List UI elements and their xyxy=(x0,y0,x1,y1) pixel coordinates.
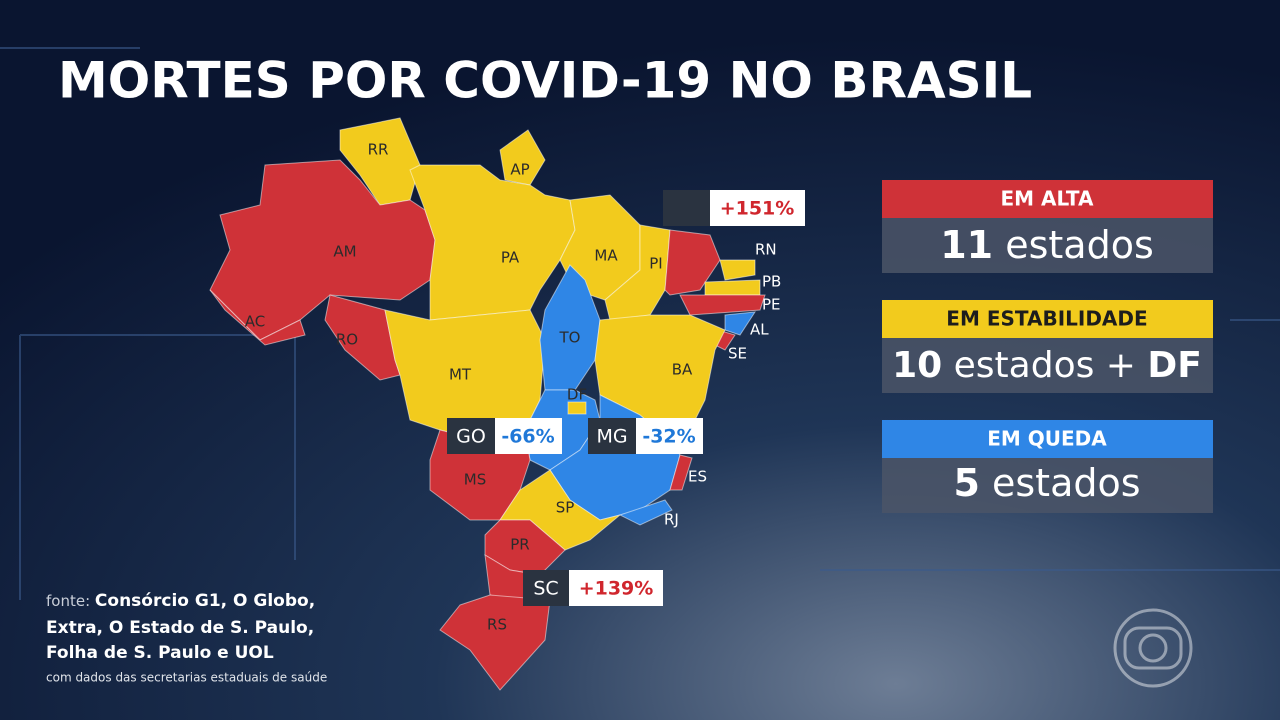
legend-value: 11 estados xyxy=(940,223,1154,267)
callout-state: SC xyxy=(533,578,558,600)
legend-header xyxy=(882,180,1213,218)
callout-box xyxy=(569,570,663,606)
map xyxy=(209,117,766,691)
source-line: Consórcio G1, O Globo, xyxy=(95,591,315,611)
callout-state: GO xyxy=(456,426,486,448)
source-line: Extra, O Estado de S. Paulo, xyxy=(46,618,314,638)
state-label: RJ xyxy=(664,511,679,529)
callout-value: +139% xyxy=(579,578,654,600)
source: fonte: Consórcio G1, O Globo, Extra, O E… xyxy=(46,591,327,685)
callout-box xyxy=(447,418,495,454)
state-label: MA xyxy=(594,247,618,265)
callout-box xyxy=(710,190,805,226)
state-label: TO xyxy=(559,329,581,347)
state-label: BA xyxy=(672,361,693,379)
callout-box xyxy=(495,418,562,454)
legend-title: EM ESTABILIDADE xyxy=(946,307,1147,331)
state-label: PE xyxy=(762,296,781,314)
state-shape xyxy=(439,594,551,691)
state-label: PA xyxy=(501,249,520,267)
state-shape xyxy=(724,311,756,336)
channel-logo xyxy=(1113,608,1193,688)
state-shape xyxy=(704,279,761,296)
source-line: Folha de S. Paulo e UOL xyxy=(46,643,274,663)
state-label: PB xyxy=(762,273,781,291)
legend-value: 5 estados xyxy=(953,461,1140,505)
legend-header xyxy=(882,420,1213,458)
state-labels: RR AP AM AC RO PA MT MA PI CE RN PB PE A… xyxy=(245,141,782,634)
legend-title: EM ALTA xyxy=(1000,187,1094,211)
callout-box xyxy=(636,418,703,454)
state-shape xyxy=(664,229,721,296)
state-label: ES xyxy=(688,468,707,486)
state-label: RO xyxy=(336,331,358,349)
legend-extra: DF xyxy=(1147,345,1201,386)
state-shape xyxy=(669,454,693,491)
state-shape xyxy=(499,129,546,186)
state-label: RS xyxy=(487,616,507,634)
legend-header xyxy=(882,300,1213,338)
legend-value: 10 estados + DF xyxy=(892,345,1202,386)
state-label: AP xyxy=(510,161,529,179)
state-label: AC xyxy=(245,313,265,331)
state-label: RR xyxy=(368,141,389,159)
callout-value: +151% xyxy=(720,198,795,220)
legend-body xyxy=(882,338,1213,393)
state-label: MS xyxy=(464,471,486,489)
legend-count: 5 xyxy=(953,461,979,505)
state-shape xyxy=(719,259,756,281)
state-shape xyxy=(618,499,673,526)
state-shape xyxy=(679,294,766,316)
state-label: SP xyxy=(556,499,575,517)
state-label: SE xyxy=(728,345,747,363)
callout-box xyxy=(663,190,710,226)
legend-unit: estados xyxy=(1005,223,1154,267)
state-label: MT xyxy=(449,366,472,384)
callout-value: -32% xyxy=(642,426,695,448)
legend-body xyxy=(882,458,1213,513)
callouts: +151% GO -66% MG -32% SC +139% xyxy=(447,190,805,606)
legend-unit: estados + xyxy=(954,345,1136,386)
legend-unit: estados xyxy=(992,461,1141,505)
title: MORTES POR COVID-19 NO BRASIL xyxy=(58,52,1032,110)
callout-value: -66% xyxy=(501,426,554,448)
legend-count: 11 xyxy=(940,223,993,267)
state-label: PR xyxy=(510,536,529,554)
state-label: PI xyxy=(649,255,662,273)
state-shape xyxy=(567,401,587,415)
callout-box xyxy=(588,418,636,454)
source-note: com dados das secretarias estaduais de s… xyxy=(46,671,327,685)
callout-box xyxy=(523,570,569,606)
legend-body xyxy=(882,218,1213,273)
source-text: fonte: Consórcio G1, O Globo, xyxy=(46,591,315,611)
state-shape xyxy=(209,159,436,341)
legend-title: EM QUEDA xyxy=(987,427,1107,451)
source-label: fonte: xyxy=(46,592,90,610)
state-label: DF xyxy=(567,386,587,404)
callout-state: MG xyxy=(596,426,627,448)
state-label: AL xyxy=(750,321,769,339)
state-label: AM xyxy=(333,243,356,261)
legend: EM ALTA 11 estados EM ESTABILIDADE 10 es… xyxy=(882,180,1213,513)
state-label: RN xyxy=(755,241,777,259)
state-shape xyxy=(209,289,306,346)
legend-count: 10 xyxy=(892,345,942,386)
